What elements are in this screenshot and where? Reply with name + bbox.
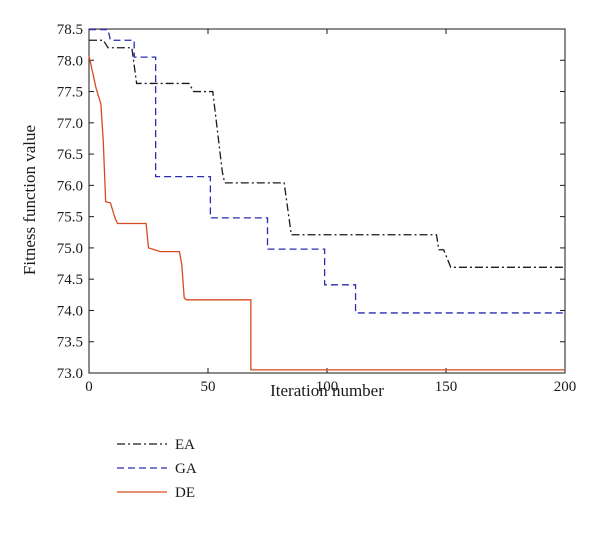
y-tick-label: 78.0	[57, 53, 83, 69]
y-axis-label: Fitness function value	[20, 125, 39, 275]
y-tick-label: 78.5	[57, 22, 83, 38]
x-tick-label: 200	[554, 379, 577, 395]
y-tick-label: 74.5	[57, 272, 83, 288]
series-line-ga	[89, 28, 565, 314]
legend-label-ga: GA	[175, 461, 197, 477]
x-tick-label: 0	[85, 379, 93, 395]
x-axis-label: Iteration number	[270, 381, 384, 400]
y-tick-label: 77.5	[57, 85, 83, 101]
legend-label-ea: EA	[175, 437, 195, 453]
labels: Iteration number Fitness function value	[20, 125, 384, 400]
y-tick-label: 76.0	[57, 178, 83, 194]
y-tick-label: 75.0	[57, 241, 83, 257]
y-tick-label: 77.0	[57, 116, 83, 132]
axes: 0 50 100 150 200 73.0 73.5 74.0 74.5 75.0 75.5 76.0…	[57, 22, 577, 395]
series-line-de	[88, 55, 565, 371]
y-tick-label: 73.0	[57, 366, 83, 382]
x-tick-label: 50	[201, 379, 216, 395]
series-layer	[88, 28, 565, 371]
x-tick-label: 150	[435, 379, 458, 395]
x-tick-label: 100	[316, 379, 339, 395]
plot-frame	[88, 28, 566, 374]
y-tick-label: 76.5	[57, 147, 83, 163]
legend: EA GA DE	[117, 437, 197, 501]
y-tick-label: 74.0	[57, 303, 83, 319]
y-tick-label: 75.5	[57, 210, 83, 226]
legend-label-de: DE	[175, 485, 195, 501]
y-tick-label: 73.5	[57, 335, 83, 351]
series-line-ea	[89, 39, 565, 268]
